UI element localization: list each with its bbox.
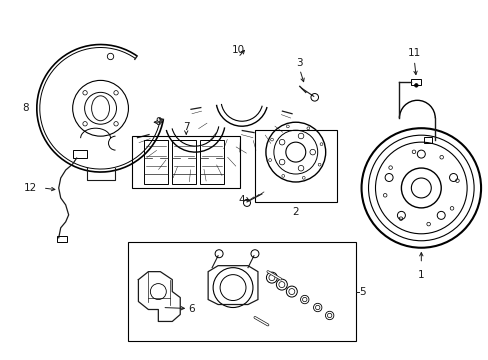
Bar: [57, 236, 66, 242]
Bar: [132, 136, 240, 188]
Text: 3: 3: [296, 58, 303, 68]
Text: 11: 11: [407, 49, 420, 58]
Text: 2: 2: [292, 207, 299, 217]
Bar: [200, 140, 224, 184]
Text: 4: 4: [238, 195, 244, 205]
Text: 6: 6: [188, 305, 194, 315]
Text: 12: 12: [24, 183, 38, 193]
Bar: [144, 140, 168, 184]
Text: 10: 10: [231, 45, 244, 55]
Bar: [172, 140, 196, 184]
Text: 7: 7: [183, 122, 189, 132]
Text: 8: 8: [22, 103, 29, 113]
Bar: [73, 150, 86, 158]
Text: 5: 5: [359, 287, 366, 297]
Bar: [424, 137, 431, 143]
Bar: [410, 80, 421, 85]
Text: 9: 9: [155, 117, 162, 127]
Circle shape: [414, 84, 417, 87]
Bar: [254, 130, 336, 202]
Bar: [128, 242, 355, 341]
Text: 1: 1: [417, 270, 424, 280]
